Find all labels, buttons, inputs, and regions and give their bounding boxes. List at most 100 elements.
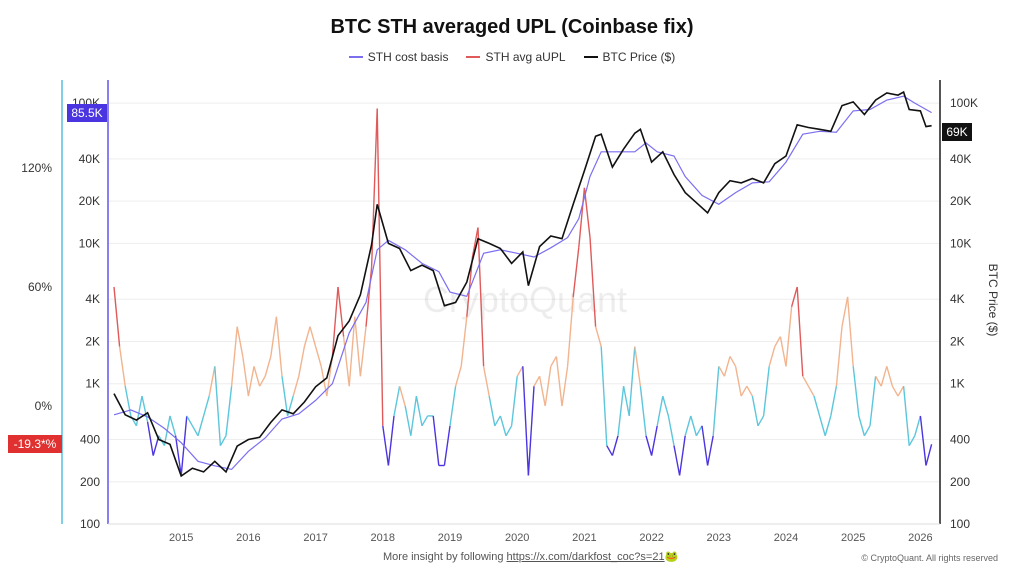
sth-last-value-badge: 85.5K: [71, 106, 102, 120]
right-price-tick-label: 1K: [950, 377, 965, 391]
aupl-last-value-badge: -19.3*%: [14, 437, 57, 451]
legend-item-sth[interactable]: STH cost basis: [348, 50, 449, 64]
frog-emoji-icon: 🐸: [664, 551, 679, 563]
aupl-segment: [718, 365, 726, 377]
aupl-segment: [421, 415, 429, 427]
aupl-segment: [505, 425, 513, 437]
right-price-tick-label: 400: [950, 433, 970, 447]
aupl-segment: [348, 316, 356, 387]
aupl-segment: [298, 346, 306, 377]
aupl-segment: [538, 376, 546, 407]
legend-swatch: [466, 56, 481, 58]
aupl-segment: [415, 395, 423, 426]
aupl-segment: [566, 296, 574, 367]
aupl-segment: [281, 376, 289, 417]
aupl-segment: [925, 444, 933, 466]
aupl-segment: [606, 445, 614, 456]
aupl-segment: [247, 366, 255, 397]
aupl-segment: [454, 366, 462, 387]
legend-swatch: [348, 56, 363, 58]
aupl-segment: [359, 326, 367, 377]
aupl-segment: [242, 356, 250, 397]
left-price-tick-label: 10K: [79, 236, 100, 250]
aupl-segment: [550, 356, 558, 367]
x-tick-label: 2016: [236, 532, 260, 544]
aupl-segment: [382, 425, 390, 466]
legend-item-price[interactable]: BTC Price ($): [583, 50, 675, 64]
aupl-segment: [331, 286, 339, 357]
aupl-segment: [202, 395, 210, 417]
aupl-segment: [841, 296, 849, 327]
aupl-segment: [527, 386, 535, 476]
aupl-segment: [561, 366, 569, 407]
aupl-segment: [393, 386, 401, 417]
x-tick-label: 2018: [371, 532, 395, 544]
x-tick-label: 2015: [169, 532, 193, 544]
aupl-last-value-badge-bg: [8, 435, 62, 453]
aupl-segment: [292, 376, 300, 397]
aupl-segment: [236, 326, 244, 357]
aupl-segment: [802, 375, 810, 387]
aupl-segment: [387, 415, 395, 466]
aupl-segment: [146, 421, 154, 456]
aupl-segment: [639, 386, 647, 436]
aupl-segment: [908, 435, 916, 447]
aupl-segment: [902, 386, 910, 446]
aupl-segment: [869, 376, 877, 426]
copyright: © CryptoQuant. All rights reserved: [861, 553, 998, 563]
aupl-segment: [432, 415, 440, 466]
aupl-segment: [858, 415, 866, 436]
aupl-segment: [449, 386, 457, 426]
legend-item-aupl[interactable]: STH avg aUPL: [466, 50, 566, 64]
aupl-segment: [662, 395, 670, 417]
aupl-segment: [785, 306, 793, 367]
legend-swatch: [583, 56, 598, 58]
aupl-segment: [589, 237, 597, 327]
aupl-segment: [141, 395, 149, 423]
aupl-segment: [191, 425, 199, 437]
aupl-segment: [404, 405, 412, 436]
aupl-segment: [230, 326, 238, 387]
aupl-segment: [762, 366, 770, 416]
x-tick-label: 2025: [841, 532, 865, 544]
price-last-value-badge-bg: [942, 123, 972, 141]
footer-link[interactable]: https://x.com/darkfost_coc?s=21: [506, 551, 665, 563]
aupl-segment: [891, 385, 899, 397]
aupl-segment: [740, 385, 748, 397]
x-tick-label: 2021: [572, 532, 596, 544]
aupl-segment: [667, 415, 675, 446]
right-price-tick-label: 40K: [950, 152, 971, 166]
footer: More insight by following https://x.com/…: [383, 550, 678, 563]
aupl-segment: [197, 415, 205, 436]
right-price-tick-label: 100K: [950, 96, 978, 110]
y-right-axis-label: BTC Price ($): [986, 263, 1000, 337]
aupl-segment: [494, 415, 502, 427]
left-price-tick-label: 40K: [79, 152, 100, 166]
aupl-segment: [729, 356, 737, 367]
aupl-segment: [488, 395, 496, 426]
chart-title: BTC STH averaged UPL (Coinbase fix): [330, 16, 694, 38]
aupl-segment: [768, 346, 776, 367]
legend-label: STH cost basis: [367, 50, 449, 64]
aupl-segment: [594, 326, 602, 347]
aupl-segment: [751, 395, 759, 426]
pct-tick-label: 120%: [21, 161, 52, 175]
aupl-segment: [746, 385, 754, 397]
aupl-segment: [544, 366, 552, 407]
aupl-segment: [897, 385, 905, 397]
aupl-segment: [124, 386, 132, 417]
aupl-segment: [824, 415, 832, 436]
aupl-segment: [701, 425, 709, 466]
aupl-segment: [690, 415, 698, 436]
aupl-segment: [482, 366, 490, 397]
aupl-segment: [135, 395, 143, 426]
x-tick-label: 2020: [505, 532, 529, 544]
aupl-segment: [684, 415, 692, 436]
aupl-segment: [779, 336, 787, 367]
aupl-segment: [354, 316, 362, 377]
aupl-segment: [622, 386, 630, 417]
sth-last-value-badge-bg: [67, 104, 107, 122]
aupl-segment: [830, 386, 838, 417]
aupl-segment: [645, 435, 653, 456]
aupl-segment: [365, 267, 373, 327]
